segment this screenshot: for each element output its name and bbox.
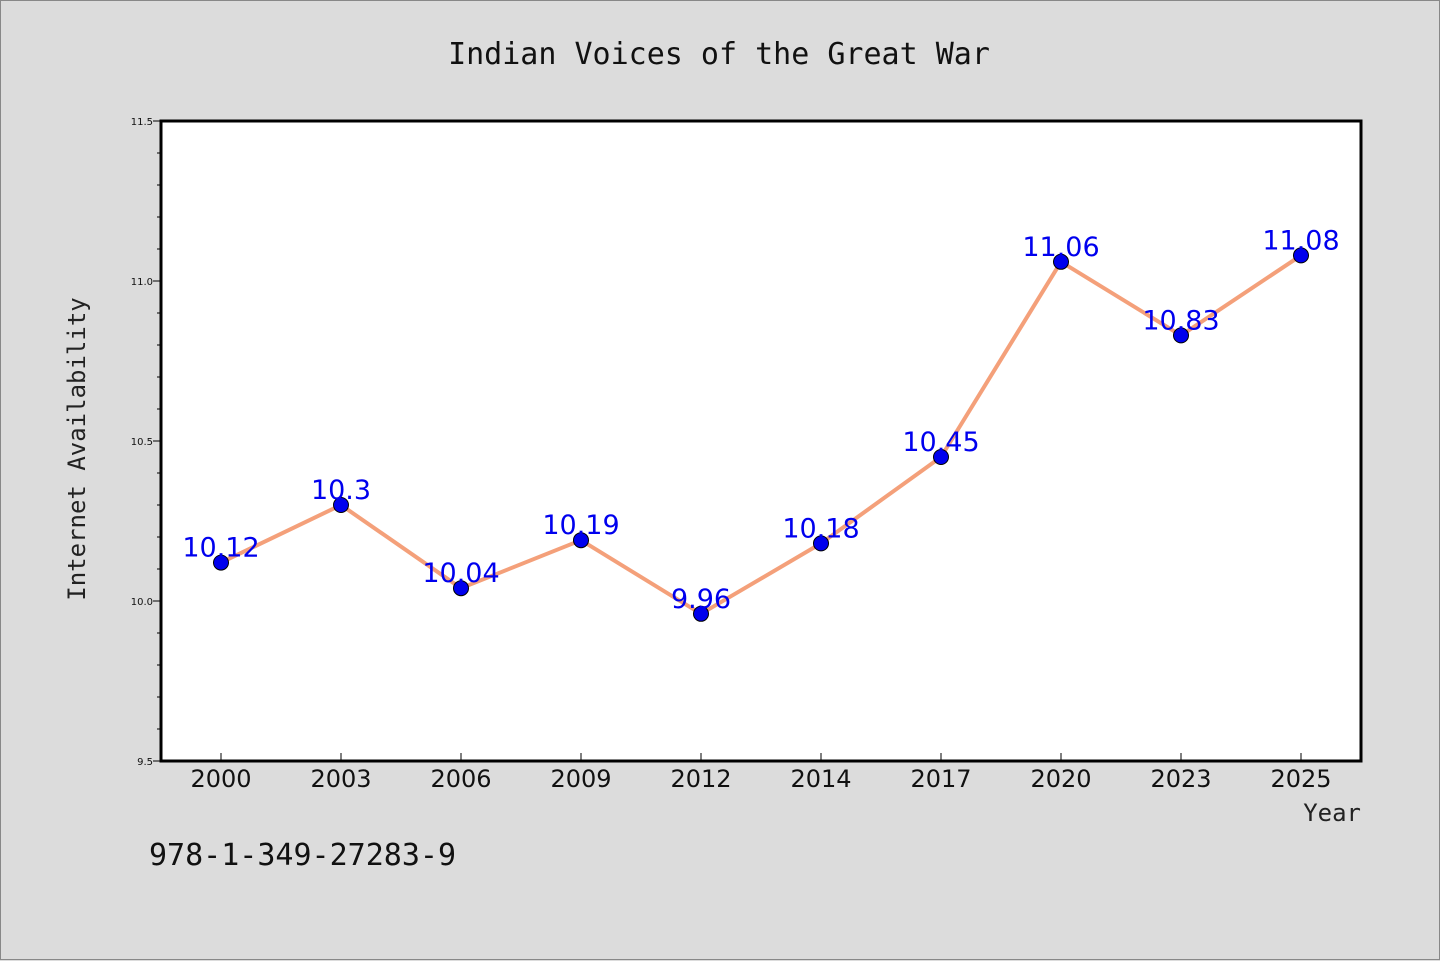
y-axis-label: Internet Availability bbox=[63, 297, 91, 600]
y-tick-label: 10.0 bbox=[131, 597, 153, 608]
data-label: 10.04 bbox=[422, 558, 499, 589]
x-tick-label: 2025 bbox=[1270, 765, 1331, 793]
data-point bbox=[1173, 327, 1189, 344]
chart-title: Indian Voices of the Great War bbox=[448, 37, 990, 72]
data-label: 9.96 bbox=[671, 584, 731, 615]
data-point bbox=[453, 580, 469, 597]
data-label: 11.06 bbox=[1022, 232, 1099, 263]
data-point bbox=[693, 605, 709, 622]
data-label: 10.19 bbox=[542, 510, 619, 541]
data-point bbox=[1053, 253, 1069, 270]
axis-ticks: 9.5 10.0 10.5 11.0 11.5 2000 2003 2006 2009 2012 2… bbox=[131, 117, 1332, 793]
plot-area bbox=[161, 121, 1361, 761]
data-label: 11.08 bbox=[1262, 225, 1339, 256]
data-label: 10.45 bbox=[902, 427, 979, 458]
data-label: 10.18 bbox=[782, 513, 859, 544]
data-point bbox=[813, 535, 829, 552]
data-markers bbox=[213, 247, 1309, 622]
x-tick-label: 2006 bbox=[430, 765, 491, 793]
series-line bbox=[219, 253, 1303, 616]
data-point bbox=[333, 497, 349, 513]
x-tick-label: 2000 bbox=[190, 765, 251, 793]
data-point bbox=[1293, 247, 1309, 264]
x-tick-label: 2017 bbox=[910, 765, 971, 793]
data-label: 10.83 bbox=[1142, 305, 1219, 336]
y-tick-label: 11.0 bbox=[131, 277, 153, 288]
data-label: 10.12 bbox=[182, 533, 259, 564]
x-tick-label: 2012 bbox=[670, 765, 731, 793]
series-line-layer bbox=[219, 253, 1303, 616]
x-tick-label: 2020 bbox=[1030, 765, 1091, 793]
x-tick-label: 2003 bbox=[310, 765, 371, 793]
data-point bbox=[933, 449, 949, 465]
isbn-footer: 978-1-349-27283-9 bbox=[149, 838, 456, 873]
data-point bbox=[573, 532, 589, 549]
plot-frame bbox=[159, 119, 1363, 763]
data-labels: 10.12 10.3 10.04 10.19 9.96 10.18 10.45 11.06 10… bbox=[182, 225, 1339, 614]
data-label: 10.3 bbox=[311, 475, 371, 506]
y-tick-label: 10.5 bbox=[131, 437, 153, 448]
x-tick-label: 2009 bbox=[550, 765, 611, 793]
data-point bbox=[213, 554, 229, 571]
y-tick-label: 11.5 bbox=[131, 117, 153, 128]
y-tick-label: 9.5 bbox=[137, 757, 153, 768]
x-tick-label: 2014 bbox=[790, 765, 851, 793]
x-axis-label: Year bbox=[1303, 799, 1361, 827]
x-tick-label: 2023 bbox=[1150, 765, 1211, 793]
